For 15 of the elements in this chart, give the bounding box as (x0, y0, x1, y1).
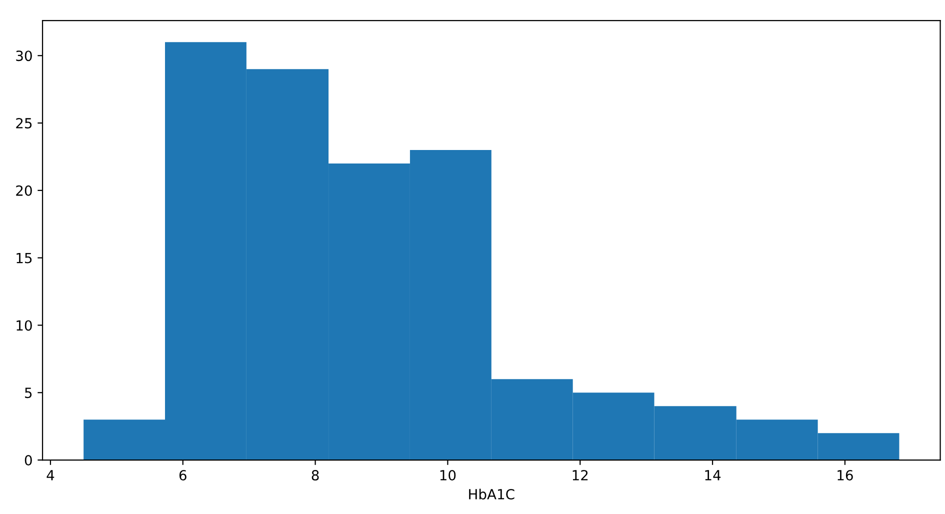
x-tick-label: 4 (46, 470, 54, 480)
y-tick-label: 25 (16, 118, 32, 128)
x-tick-label: 14 (705, 470, 721, 480)
x-tick-label: 16 (838, 470, 853, 481)
x-tick-label: 6 (179, 470, 186, 481)
x-tick-label: 8 (312, 470, 319, 481)
x-tick-label: 12 (572, 470, 588, 480)
y-tick-label: 30 (16, 50, 32, 62)
y-tick-label: 0 (24, 455, 32, 466)
y-tick-label: 15 (16, 252, 32, 264)
y-tick-label: 20 (16, 185, 32, 196)
y-tick-label: 10 (16, 320, 32, 331)
y-tick-label: 5 (25, 388, 32, 398)
x-tick-label: 10 (440, 470, 456, 481)
x-axis-title: HbA1C (469, 488, 514, 500)
